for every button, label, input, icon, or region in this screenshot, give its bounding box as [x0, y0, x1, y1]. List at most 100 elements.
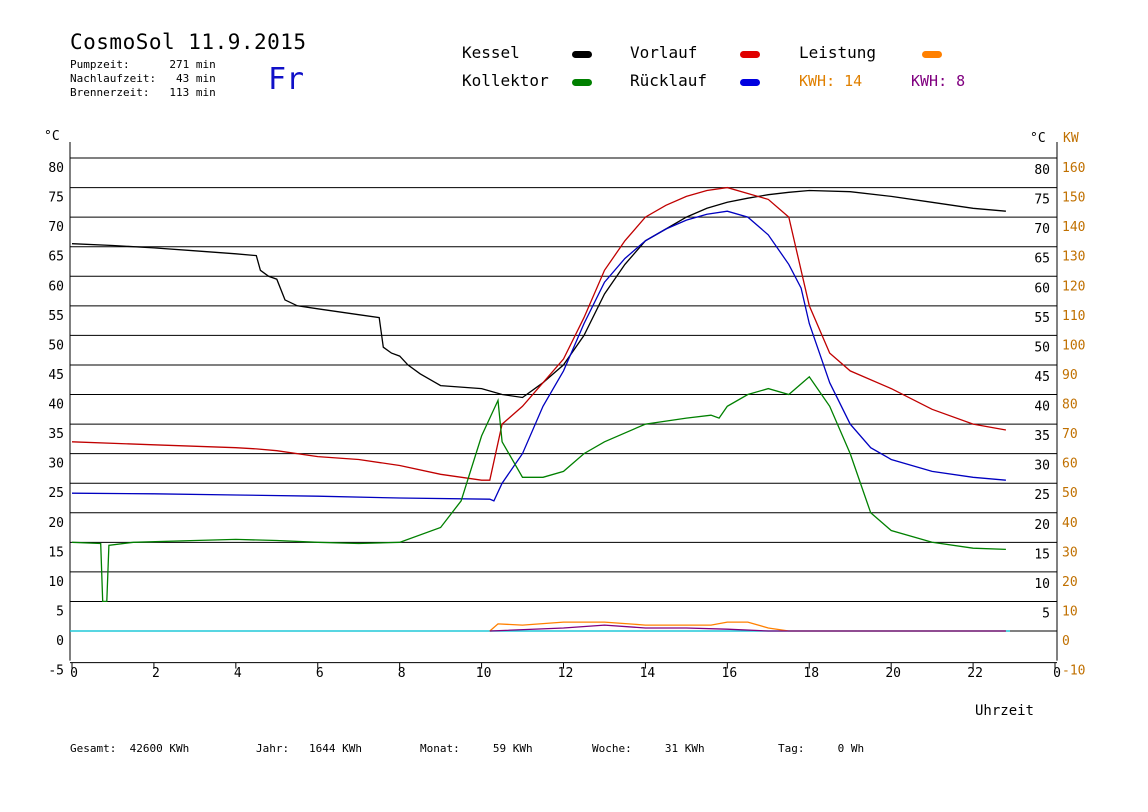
legend-kessel-swatch — [572, 51, 592, 58]
legend-kollektor: Kollektor — [462, 71, 549, 90]
y-right-temp-tick: 15 — [1034, 547, 1050, 562]
y-right-temp-tick: 50 — [1034, 340, 1050, 355]
y-right-power-tick: 80 — [1062, 398, 1078, 413]
chart-title: CosmoSol 11.9.2015 — [70, 30, 307, 54]
runtime-stats: Pumpzeit: 271 min Nachlaufzeit: 43 min B… — [70, 58, 216, 100]
y-left-unit: °C — [44, 129, 60, 144]
x-tick-label: 12 — [558, 666, 574, 681]
y-left-tick: 80 — [48, 161, 64, 176]
y-right-temp-tick: 75 — [1034, 193, 1050, 208]
x-tick-label: 20 — [885, 666, 901, 681]
legend-kessel-label: Kessel — [462, 43, 520, 62]
series-line — [71, 189, 1006, 399]
y-left-tick: 25 — [48, 486, 64, 501]
footer-jahr: Jahr: 1644 KWh — [256, 742, 362, 755]
x-tick-label: 16 — [722, 666, 738, 681]
legend-leistung: Leistung — [799, 43, 876, 62]
legend-kollektor-swatch — [572, 79, 592, 86]
x-tick-label: 18 — [803, 666, 819, 681]
x-tick-label: 0 — [1053, 666, 1061, 681]
x-tick-label: 8 — [398, 666, 406, 681]
legend-vorlauf-label: Vorlauf — [630, 43, 698, 62]
y-right-power-tick: 90 — [1062, 368, 1078, 383]
legend-vorlauf: Vorlauf — [630, 43, 697, 62]
x-tick-label: 6 — [316, 666, 324, 681]
y-left-tick: 45 — [48, 368, 64, 383]
x-tick-label: 10 — [476, 666, 492, 681]
y-right-temp-tick: 30 — [1034, 459, 1050, 474]
y-left-tick: 0 — [56, 634, 64, 649]
y-right-power-tick: 110 — [1062, 309, 1085, 324]
y-right-power-tick: -10 — [1062, 664, 1085, 679]
footer-gesamt: Gesamt: 42600 KWh — [70, 742, 190, 755]
y-right-power-tick: 120 — [1062, 279, 1085, 294]
legend-leistung-label: Leistung — [799, 43, 877, 62]
y-right-power-tick: 0 — [1062, 634, 1070, 649]
y-right-temp-tick: 40 — [1034, 400, 1050, 415]
stat-pumpzeit: Pumpzeit: 271 min — [70, 58, 216, 71]
y-left-tick: 70 — [48, 220, 64, 235]
y-right-power-tick: 60 — [1062, 457, 1078, 472]
x-tick-label: 14 — [640, 666, 656, 681]
footer-woche: Woche: 31 KWh — [592, 742, 705, 755]
y-left-tick: 5 — [56, 604, 64, 619]
series-line — [71, 375, 1006, 603]
y-right-temp-tick: 5 — [1042, 606, 1050, 621]
y-right-temp-tick: 70 — [1034, 222, 1050, 237]
legend-ruecklauf-label: Rücklauf — [630, 71, 708, 90]
kwh-purple: KWH: 8 — [911, 72, 966, 90]
y-left-tick: 10 — [48, 575, 64, 590]
y-right-power-tick: 130 — [1062, 250, 1085, 265]
y-right-power-tick: 160 — [1062, 161, 1085, 176]
legend-vorlauf-swatch — [740, 51, 760, 58]
y-right-power-tick: 150 — [1062, 191, 1085, 206]
y-right-temp-tick: 35 — [1034, 429, 1050, 444]
y-left-tick: 15 — [48, 545, 64, 560]
y-right-temp-tick: 60 — [1034, 281, 1050, 296]
legend-kollektor-label: Kollektor — [462, 71, 549, 90]
y-right-temp-tick: 55 — [1034, 311, 1050, 326]
series-line — [71, 186, 1007, 481]
stat-nachlaufzeit: Nachlaufzeit: 43 min — [70, 72, 216, 85]
x-tick-label: 0 — [70, 666, 78, 681]
y-left-tick: -5 — [48, 664, 64, 679]
x-tick-label: 4 — [234, 666, 242, 681]
y-right-temp-tick: 10 — [1034, 577, 1050, 592]
y-right-power-tick: 140 — [1062, 220, 1085, 235]
y-left-tick: 75 — [48, 191, 64, 206]
kwh-orange: KWH: 14 — [799, 72, 863, 90]
series-line — [71, 210, 1006, 502]
y-right-power-tick: 30 — [1062, 545, 1078, 560]
y-right-temp-tick: 65 — [1034, 252, 1050, 267]
y-right-temp-tick: 25 — [1034, 488, 1050, 503]
y-right-power-tick: 100 — [1062, 338, 1085, 353]
legend-kessel: Kessel — [462, 43, 520, 62]
y-left-tick: 55 — [48, 309, 64, 324]
y-left-tick: 50 — [48, 338, 64, 353]
y-left-tick: 60 — [48, 279, 64, 294]
legend-ruecklauf-swatch — [740, 79, 760, 86]
y-right-power-tick: 50 — [1062, 486, 1078, 501]
x-tick-label: 2 — [152, 666, 160, 681]
footer-monat: Monat: 59 KWh — [420, 742, 533, 755]
weekday-label: Fr — [268, 62, 305, 97]
y-right-unit-temp: °C — [1030, 131, 1046, 146]
y-left-tick: 30 — [48, 457, 64, 472]
x-tick-label: 22 — [967, 666, 983, 681]
y-right-temp-tick: 45 — [1034, 370, 1050, 385]
y-right-power-tick: 10 — [1062, 604, 1078, 619]
legend-leistung-swatch — [922, 51, 942, 58]
y-left-tick: 35 — [48, 427, 64, 442]
series-line — [489, 624, 1006, 632]
footer-tag: Tag: 0 Wh — [778, 742, 865, 755]
y-left-tick: 20 — [48, 516, 64, 531]
y-right-power-tick: 20 — [1062, 575, 1078, 590]
stat-brennerzeit: Brennerzeit: 113 min — [70, 86, 216, 99]
y-right-temp-tick: 80 — [1034, 163, 1050, 178]
y-right-temp-tick: 20 — [1034, 518, 1050, 533]
legend-ruecklauf: Rücklauf — [630, 71, 707, 90]
y-left-tick: 40 — [48, 398, 64, 413]
x-axis-label: Uhrzeit — [975, 703, 1034, 719]
y-right-unit-power: KW — [1063, 131, 1079, 146]
